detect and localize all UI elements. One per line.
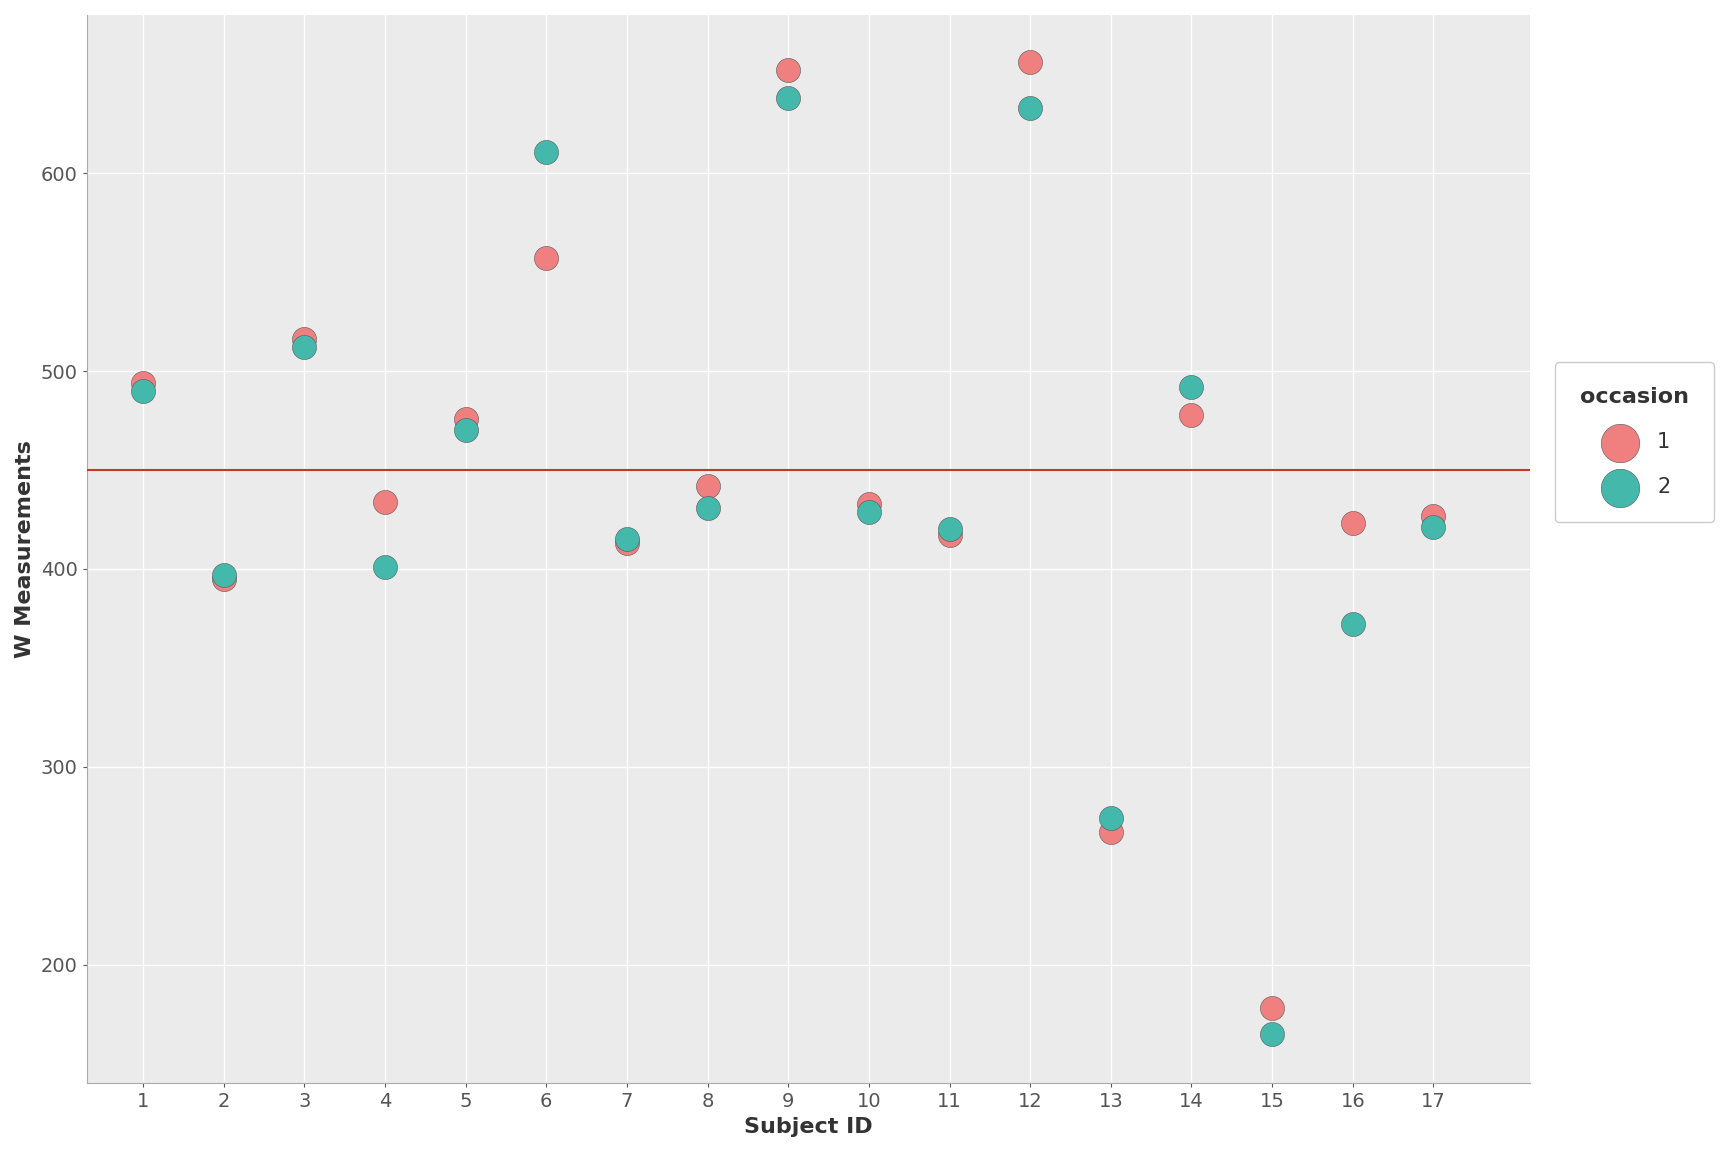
1 bbox=[613, 535, 641, 553]
Legend: 1, 2: 1, 2 bbox=[1555, 363, 1714, 522]
2 bbox=[372, 558, 399, 576]
1 bbox=[1178, 406, 1206, 424]
2 bbox=[1258, 1025, 1286, 1044]
2 bbox=[1339, 615, 1367, 634]
1 bbox=[290, 331, 318, 349]
2 bbox=[290, 339, 318, 357]
2 bbox=[130, 381, 157, 400]
1 bbox=[1420, 507, 1448, 525]
2 bbox=[209, 566, 237, 584]
1 bbox=[774, 61, 802, 79]
1 bbox=[935, 526, 962, 545]
2 bbox=[935, 521, 962, 539]
2 bbox=[1097, 809, 1125, 827]
2 bbox=[855, 502, 883, 521]
1 bbox=[1258, 999, 1286, 1017]
2 bbox=[774, 89, 802, 107]
2 bbox=[613, 530, 641, 548]
1 bbox=[1016, 53, 1044, 71]
1 bbox=[1097, 823, 1125, 841]
1 bbox=[855, 494, 883, 513]
1 bbox=[693, 477, 721, 495]
1 bbox=[209, 570, 237, 589]
2 bbox=[1016, 99, 1044, 118]
1 bbox=[451, 409, 479, 427]
2 bbox=[451, 422, 479, 440]
1 bbox=[372, 493, 399, 511]
2 bbox=[1178, 378, 1206, 396]
2 bbox=[532, 143, 560, 161]
1 bbox=[130, 373, 157, 392]
Y-axis label: W Measurements: W Measurements bbox=[16, 440, 35, 658]
1 bbox=[1339, 514, 1367, 532]
2 bbox=[693, 499, 721, 517]
1 bbox=[532, 249, 560, 267]
X-axis label: Subject ID: Subject ID bbox=[745, 1117, 873, 1137]
2 bbox=[1420, 518, 1448, 537]
